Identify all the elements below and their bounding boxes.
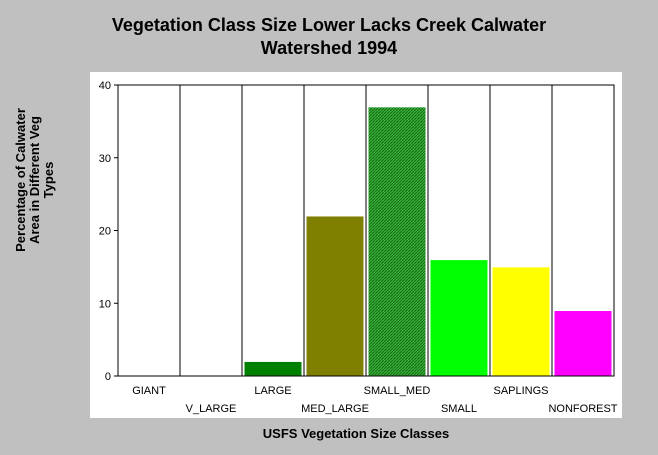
bar-med-large [305,215,365,377]
x-tick-label-small-med: SMALL_MED [364,385,431,397]
x-tick-label-nonforest: NONFOREST [548,403,617,415]
x-tick-label-saplings: SAPLINGS [493,385,548,397]
chart-title: Vegetation Class Size Lower Lacks Creek … [0,14,658,60]
y-axis-label-line-1: Percentage of Calwater [13,108,28,252]
x-tick-label-small: SMALL [441,403,477,415]
x-tick-label-med-large: MED_LARGE [301,403,369,415]
x-tick-label-v-large: V_LARGE [186,403,237,415]
y-axis-label-line-3: Types [41,161,56,199]
y-tick-label: 10 [99,298,111,310]
y-tick-label: 30 [99,153,111,165]
axis-layer: 0 10 20 30 40 GIANT V_LARGE LARGE MED_LARGE SMALL… [99,80,618,415]
x-axis-label: USFS Vegetation Size Classes [262,426,450,441]
plot-panel: 0 10 20 30 40 GIANT V_LARGE LARGE MED_LARGE SMALL… [90,72,622,418]
x-tick-label-giant: GIANT [132,385,166,397]
bar-small [429,259,489,377]
chart-title-line-2: Watershed 1994 [260,38,398,58]
grid-layer [179,85,553,376]
y-axis-label-line-2: Area in Different Veg [27,116,42,244]
chart-svg: 0 10 20 30 40 GIANT V_LARGE LARGE MED_LARGE SMALL… [99,80,618,415]
y-tick-label: 0 [105,371,111,383]
y-tick-label: 40 [99,80,111,92]
bar-large [243,360,303,377]
bar-nonforest [553,310,613,377]
chart-title-line-1: Vegetation Class Size Lower Lacks Creek … [111,15,547,35]
bar-small-med [367,106,427,377]
y-tick-label: 20 [99,226,111,238]
bar-saplings [491,266,551,377]
x-tick-label-large: LARGE [254,385,291,397]
